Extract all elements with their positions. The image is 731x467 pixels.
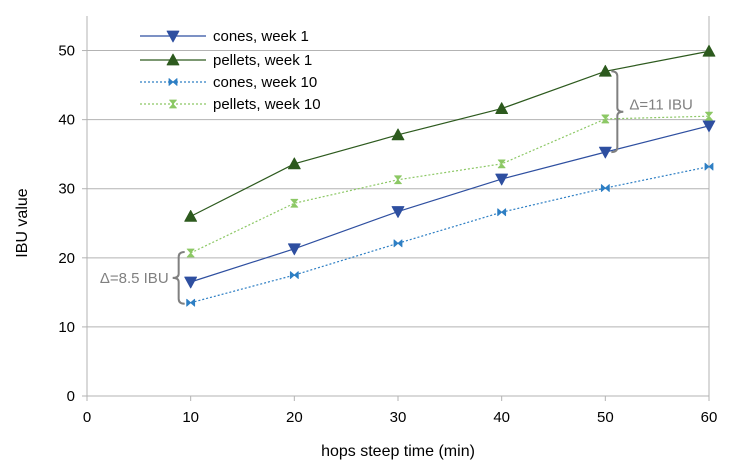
data-point (186, 298, 196, 307)
data-point (704, 162, 714, 171)
annotation-brace-week1-cones (172, 250, 185, 305)
data-point (393, 239, 403, 248)
x-tick-label: 50 (597, 409, 614, 426)
annotation-brace-week1-pellets (611, 70, 624, 154)
series-2 (186, 162, 714, 307)
series-3 (186, 111, 713, 258)
legend-item: cones, week 1 (140, 28, 309, 45)
series (184, 44, 716, 307)
x-tick-label: 10 (182, 409, 199, 426)
legend-label: pellets, week 10 (213, 96, 321, 113)
annotations: Δ=8.5 IBU Δ=11 IBU (100, 70, 693, 305)
data-point (495, 102, 509, 114)
data-point (391, 128, 405, 141)
legend-item: cones, week 10 (140, 74, 317, 91)
legend-marker (166, 53, 180, 66)
legend-marker (166, 30, 180, 43)
series-line (190, 166, 710, 304)
series-line (190, 125, 710, 283)
x-tick-label: 60 (701, 409, 718, 426)
legend-label: pellets, week 1 (213, 52, 312, 69)
series-1 (184, 44, 716, 222)
data-point (598, 64, 612, 77)
data-point (184, 209, 198, 222)
data-point (497, 208, 507, 217)
data-point (289, 271, 299, 279)
y-tick-label: 50 (58, 43, 75, 60)
x-tick-label: 0 (83, 409, 91, 426)
annotation-label: Δ=11 IBU (629, 97, 693, 114)
data-point (702, 120, 716, 133)
legend-marker (169, 99, 177, 109)
data-point (394, 175, 402, 185)
series-0 (184, 120, 716, 289)
data-point (186, 248, 195, 258)
y-axis-title: IBU value (14, 188, 31, 257)
series-line (190, 50, 710, 217)
legend-label: cones, week 1 (213, 28, 309, 45)
data-point (600, 184, 610, 192)
data-point (495, 173, 509, 186)
y-tick-label: 40 (58, 112, 75, 129)
data-point (702, 44, 716, 57)
series-line (190, 115, 710, 254)
legend-item: pellets, week 10 (140, 96, 321, 113)
data-point (290, 198, 299, 208)
legend: cones, week 1 pellets, week 1 cones, week … (140, 28, 321, 113)
y-tick-label: 30 (58, 181, 75, 198)
data-point (497, 159, 506, 169)
data-point (184, 276, 198, 289)
y-tick-label: 20 (58, 250, 75, 267)
x-tick-label: 20 (286, 409, 303, 426)
data-point (598, 146, 612, 159)
data-point (391, 206, 405, 218)
annotation-label: Δ=8.5 IBU (100, 270, 169, 287)
y-tick-label: 10 (58, 319, 75, 336)
x-tick-label: 40 (493, 409, 510, 426)
legend-label: cones, week 10 (213, 74, 317, 91)
data-point (287, 243, 301, 256)
tick-labels: 0 10 20 30 40 50 60 0 10 20 30 40 50 (58, 43, 717, 426)
x-axis-title: hops steep time (min) (321, 443, 475, 460)
data-point (705, 111, 713, 121)
gridlines (82, 16, 710, 401)
legend-marker (168, 78, 178, 86)
data-point (287, 157, 301, 170)
x-tick-label: 30 (390, 409, 407, 426)
legend-item: pellets, week 1 (140, 52, 312, 69)
y-tick-label: 0 (67, 388, 75, 405)
data-point (601, 114, 610, 124)
